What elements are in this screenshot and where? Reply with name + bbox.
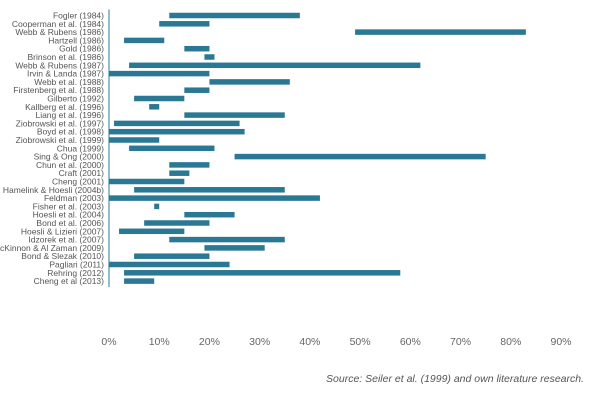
range-bar bbox=[149, 104, 160, 110]
category-label: Ziobrowski et al. (1999) bbox=[16, 135, 105, 145]
range-bar bbox=[124, 278, 155, 284]
range-bar bbox=[159, 21, 210, 27]
range-bar bbox=[109, 195, 320, 201]
category-label: Hamelink & Hoesli (2004b) bbox=[3, 185, 104, 195]
range-bar bbox=[184, 87, 210, 93]
range-bar bbox=[124, 37, 165, 44]
category-label: Kallberg et al. (1996) bbox=[25, 102, 104, 112]
range-bar bbox=[109, 128, 245, 135]
category-label: Gold (1986) bbox=[59, 44, 104, 54]
range-bar bbox=[169, 236, 285, 243]
x-axis-tick-labels: 0% 10% 20% 30% 40% 50% 60% 70% 80% 90% bbox=[101, 336, 571, 348]
range-bar bbox=[109, 137, 160, 143]
range-bar bbox=[355, 29, 526, 35]
category-label: Webb et al. (1988) bbox=[34, 77, 104, 87]
range-bar bbox=[119, 228, 185, 235]
range-bar bbox=[114, 120, 240, 127]
x-tick-label: 50% bbox=[350, 336, 371, 348]
category-label: Hartzell (1986) bbox=[48, 35, 104, 45]
range-bar bbox=[184, 211, 235, 218]
category-label: Sing & Ong (2000) bbox=[34, 152, 105, 162]
category-label: Boyd et al. (1998) bbox=[37, 127, 104, 137]
category-label: Ziobrowski et al. (1997) bbox=[16, 118, 105, 128]
range-bar bbox=[204, 245, 265, 251]
range-bar bbox=[109, 70, 210, 77]
category-label: Cheng et al (2013) bbox=[34, 276, 105, 286]
category-label: Gilberto (1992) bbox=[47, 94, 104, 104]
range-bar bbox=[109, 178, 185, 185]
category-label: Bond & Slezak (2010) bbox=[21, 251, 104, 261]
category-label: Pagliari (2011) bbox=[49, 260, 104, 270]
range-bar bbox=[184, 112, 285, 118]
category-label: MacKinnon & Al Zaman (2009) bbox=[0, 243, 104, 253]
category-label: Hoesli & Lizieri (2007) bbox=[21, 226, 104, 236]
category-label: Chun et al. (2000) bbox=[36, 160, 104, 170]
category-label: Liang et al. (1996) bbox=[35, 110, 104, 120]
range-bar bbox=[234, 153, 486, 160]
range-bar bbox=[134, 95, 185, 102]
x-tick-label: 0% bbox=[101, 336, 116, 348]
category-label: Webb & Rubens (1987) bbox=[15, 60, 104, 70]
bar-series bbox=[109, 12, 526, 284]
x-tick-label: 20% bbox=[199, 336, 220, 348]
range-bar bbox=[124, 270, 401, 276]
category-label: Webb & Rubens (1986) bbox=[15, 27, 104, 37]
category-label: Hoesli et al. (2004) bbox=[33, 210, 105, 220]
x-tick-label: 40% bbox=[299, 336, 320, 348]
range-bar bbox=[169, 12, 300, 19]
range-bar bbox=[169, 170, 190, 176]
range-bar bbox=[109, 261, 230, 268]
range-bar bbox=[144, 220, 210, 226]
x-tick-label: 30% bbox=[249, 336, 270, 348]
category-label: Idzorek et al. (2007) bbox=[28, 235, 104, 245]
category-label: Cooperman et al. (1984) bbox=[12, 19, 104, 29]
range-bar bbox=[129, 62, 421, 69]
range-bar bbox=[129, 145, 215, 152]
y-axis-category-labels: Fogler (1984)Cooperman et al. (1984)Webb… bbox=[0, 11, 104, 287]
range-bar bbox=[154, 203, 160, 210]
category-label: Feldman (2003) bbox=[44, 193, 104, 203]
category-label: Chua (1999) bbox=[57, 143, 104, 153]
category-label: Bond et al. (2006) bbox=[36, 218, 104, 228]
category-label: Rehring (2012) bbox=[47, 268, 104, 278]
category-label: Irvin & Landa (1987) bbox=[27, 69, 104, 79]
category-label: Fisher et al. (2003) bbox=[33, 201, 105, 211]
range-bar bbox=[184, 45, 210, 52]
x-tick-label: 70% bbox=[450, 336, 471, 348]
category-label: Firstenberg et al. (1988) bbox=[13, 85, 104, 95]
category-label: Craft (2001) bbox=[59, 168, 105, 178]
category-label: Fogler (1984) bbox=[53, 11, 104, 21]
range-bar bbox=[204, 54, 215, 60]
range-bar bbox=[169, 162, 210, 168]
source-note: Source: Seiler et al. (1999) and own lit… bbox=[326, 373, 584, 385]
x-tick-label: 60% bbox=[400, 336, 421, 348]
range-bar bbox=[134, 187, 285, 193]
category-label: Brinson et al. (1986) bbox=[27, 52, 104, 62]
range-bar bbox=[134, 253, 210, 259]
x-tick-label: 10% bbox=[149, 336, 170, 348]
x-tick-label: 90% bbox=[550, 336, 571, 348]
x-tick-label: 80% bbox=[500, 336, 521, 348]
category-label: Cheng (2001) bbox=[52, 177, 104, 187]
range-bar bbox=[209, 79, 290, 85]
